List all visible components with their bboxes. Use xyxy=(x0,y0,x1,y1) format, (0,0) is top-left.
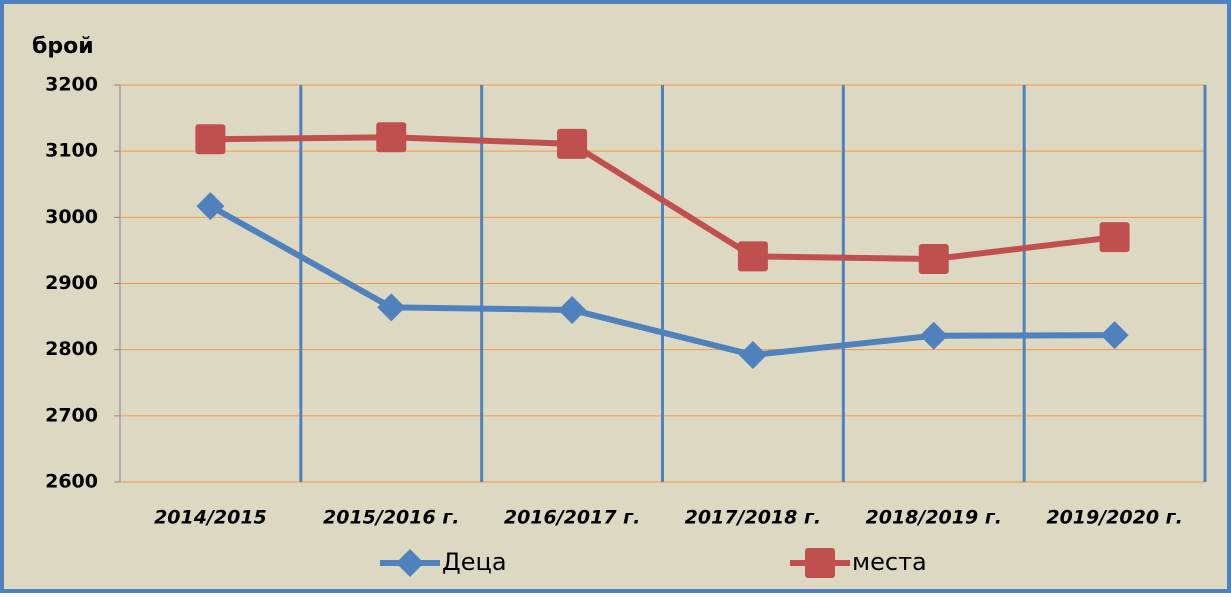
data-point xyxy=(1100,321,1129,350)
data-point xyxy=(918,244,949,275)
y-tick-label: 2900 xyxy=(45,272,98,294)
legend-label: Деца xyxy=(442,548,507,576)
data-point xyxy=(376,122,407,153)
x-tick-label: 2014/2015 xyxy=(154,507,267,529)
data-point xyxy=(738,340,767,369)
y-tick-label: 3000 xyxy=(45,206,98,228)
legend-marker xyxy=(396,549,424,577)
data-point xyxy=(1099,222,1130,253)
data-point xyxy=(196,192,225,221)
data-point xyxy=(557,128,588,159)
y-tick-label: 3100 xyxy=(45,140,98,162)
x-tick-label: 2016/2017 г. xyxy=(504,507,640,529)
legend-marker xyxy=(805,548,835,578)
x-tick-label: 2019/2020 г. xyxy=(1046,507,1182,529)
data-point xyxy=(558,295,587,324)
data-point xyxy=(195,124,226,155)
y-tick-label: 3200 xyxy=(45,74,98,96)
series-line xyxy=(210,134,1115,263)
data-point xyxy=(377,293,406,322)
series-line xyxy=(208,203,1115,358)
y-tick-label: 2800 xyxy=(45,338,98,360)
x-tick-label: 2015/2016 г. xyxy=(323,507,459,529)
data-point xyxy=(919,321,948,350)
x-tick-label: 2017/2018 г. xyxy=(685,507,821,529)
data-point xyxy=(737,241,768,272)
y-axis-label: брой xyxy=(32,34,94,59)
legend-label: места xyxy=(852,548,927,576)
x-tick-label: 2018/2019 г. xyxy=(866,507,1002,529)
y-tick-label: 2700 xyxy=(45,404,98,426)
y-tick-label: 2600 xyxy=(45,471,98,493)
